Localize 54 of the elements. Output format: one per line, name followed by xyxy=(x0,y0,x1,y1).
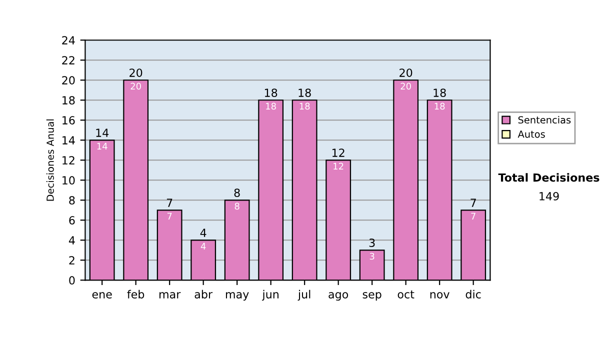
data-label: 20 xyxy=(130,82,141,90)
data-label: 18 xyxy=(266,102,276,110)
y-tick-label: 10 xyxy=(62,176,75,185)
data-label: 12 xyxy=(334,162,344,170)
data-label: 3 xyxy=(370,252,374,260)
total-label: 7 xyxy=(166,198,172,207)
x-tick-label: ene xyxy=(92,292,112,298)
legend-label: Sentencias xyxy=(518,116,571,124)
total-label: 12 xyxy=(332,148,344,157)
x-tick-label: abr xyxy=(194,290,213,298)
data-label: 18 xyxy=(434,102,445,110)
y-tick-label: 16 xyxy=(62,116,75,125)
x-tick-label: nov xyxy=(430,292,450,298)
y-tick-label: 2 xyxy=(69,256,74,264)
total-label: 18 xyxy=(264,88,278,97)
data-label: 18 xyxy=(300,102,310,110)
x-tick-label: sep xyxy=(362,292,382,301)
data-label: 20 xyxy=(400,82,411,90)
y-tick-label: 0 xyxy=(69,276,75,285)
total-label: 20 xyxy=(400,68,412,77)
x-tick-label: jul xyxy=(298,290,310,301)
total-label: 14 xyxy=(96,128,109,137)
total-label: 8 xyxy=(234,188,240,197)
y-tick-label: 24 xyxy=(62,36,75,44)
x-tick-label: oct xyxy=(398,290,414,298)
x-tick-label: dic xyxy=(466,290,481,298)
total-label: 4 xyxy=(200,228,206,237)
y-tick-label: 12 xyxy=(62,156,74,164)
y-tick-label: 18 xyxy=(62,96,75,105)
total-label: 18 xyxy=(298,88,311,97)
y-tick-label: 20 xyxy=(62,76,75,85)
x-tick-label: ago xyxy=(328,292,348,301)
y-tick-label: 4 xyxy=(68,236,75,244)
total-label: 3 xyxy=(369,238,375,247)
data-label: 14 xyxy=(97,142,108,150)
x-tick-label: jun xyxy=(262,290,278,301)
data-label: 8 xyxy=(234,202,240,210)
text: Total Decisiones xyxy=(498,173,600,182)
data-label: 4 xyxy=(200,242,206,250)
total-label: 20 xyxy=(130,68,142,77)
total-label: 18 xyxy=(434,88,446,97)
data-label: 7 xyxy=(471,212,476,220)
x-tick-label: feb xyxy=(127,290,144,298)
total-label: 7 xyxy=(470,198,476,207)
x-tick-label: may xyxy=(226,292,249,301)
x-tick-label: mar xyxy=(159,292,181,298)
y-tick-label: 14 xyxy=(62,136,75,144)
y-tick-label: 6 xyxy=(69,216,75,225)
data-label: 7 xyxy=(167,212,172,220)
text: 149 xyxy=(540,192,559,200)
y-axis-title: Decisiones Anual xyxy=(46,119,54,201)
y-tick-label: 8 xyxy=(69,196,75,205)
legend-label: Autos xyxy=(518,130,545,138)
y-tick-label: 22 xyxy=(62,56,74,64)
